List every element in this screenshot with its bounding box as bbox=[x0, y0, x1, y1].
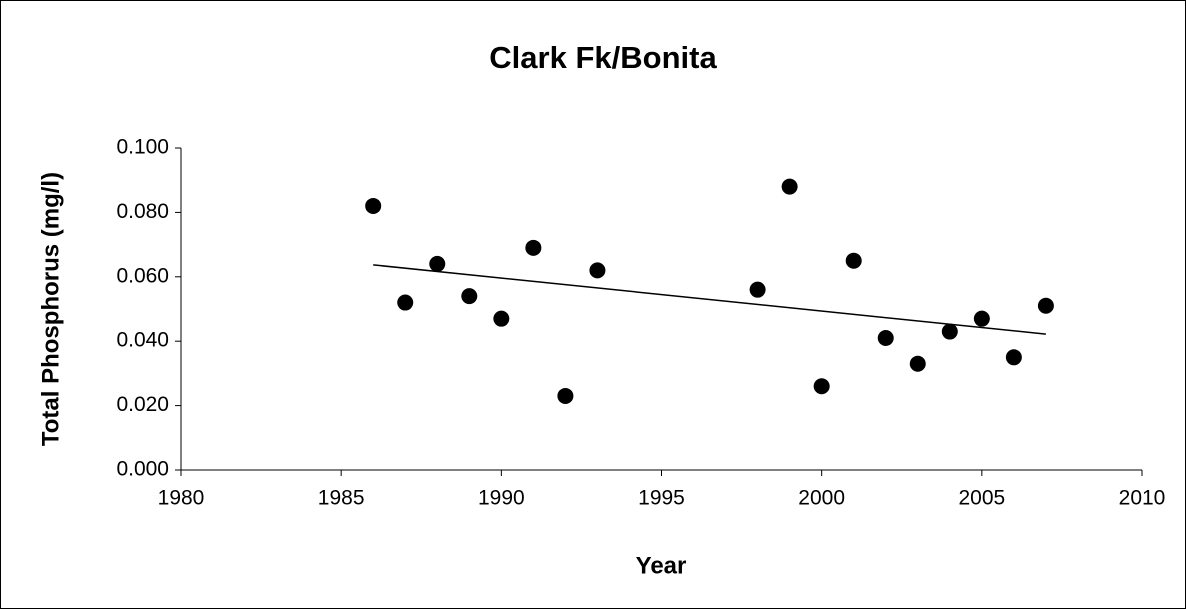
point bbox=[429, 255, 446, 272]
x-tick-label: 2010 bbox=[1119, 487, 1166, 510]
x-axis-label: Year bbox=[636, 552, 687, 579]
point bbox=[557, 387, 574, 404]
y-tick-label: 0.060 bbox=[116, 264, 169, 287]
point bbox=[845, 252, 862, 269]
x-tick-label: 1985 bbox=[318, 487, 365, 510]
x-tick-label: 1990 bbox=[478, 487, 525, 510]
point bbox=[397, 294, 414, 311]
point bbox=[1037, 297, 1054, 314]
y-axis-label: Total Phosphorus (mg/l) bbox=[37, 172, 64, 446]
x-tick-label: 2005 bbox=[958, 487, 1005, 510]
y-tick-label: 0.020 bbox=[116, 393, 169, 416]
point bbox=[461, 288, 478, 305]
y-tick-label: 0.040 bbox=[116, 329, 169, 352]
point bbox=[973, 310, 990, 327]
point bbox=[525, 239, 542, 256]
trend-line bbox=[373, 264, 1046, 335]
x-tick-label: 1980 bbox=[158, 487, 205, 510]
x-tick-label: 2000 bbox=[798, 487, 845, 510]
point bbox=[749, 281, 766, 298]
y-tick-label: 0.000 bbox=[116, 458, 169, 481]
point bbox=[941, 323, 958, 340]
point bbox=[877, 329, 894, 346]
point bbox=[909, 355, 926, 372]
point bbox=[589, 262, 606, 279]
y-tick-label: 0.080 bbox=[116, 200, 169, 223]
x-tick-label: 1995 bbox=[638, 487, 685, 510]
point bbox=[365, 197, 382, 214]
point bbox=[493, 310, 510, 327]
chart-title: Clark Fk/Bonita bbox=[489, 40, 717, 75]
point bbox=[781, 178, 798, 195]
y-tick-label: 0.100 bbox=[116, 136, 169, 159]
point bbox=[813, 378, 830, 395]
point bbox=[1005, 349, 1022, 366]
